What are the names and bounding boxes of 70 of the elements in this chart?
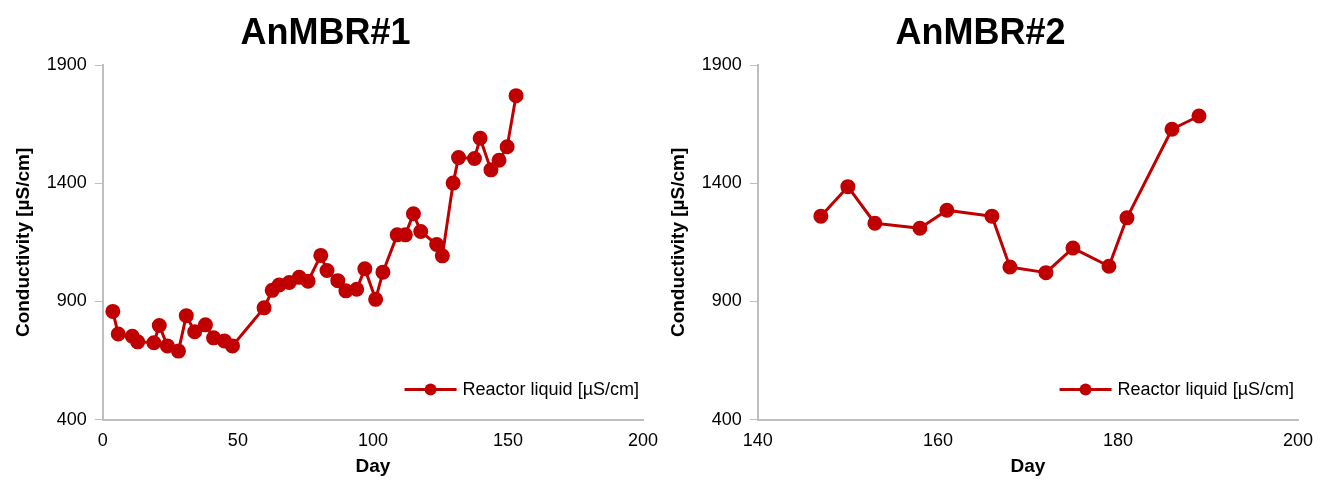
point: [445, 175, 461, 191]
point: [451, 150, 467, 166]
point: [1002, 259, 1018, 275]
y-axis-title: Conductivity [µS/cm]: [11, 147, 33, 338]
point: [170, 343, 186, 359]
point: [939, 202, 955, 218]
point: [224, 338, 240, 354]
point: [1164, 121, 1180, 137]
point: [330, 273, 346, 289]
point: [110, 326, 126, 342]
x-tick-label: 140: [742, 430, 773, 451]
point: [319, 263, 335, 279]
point: [1065, 240, 1081, 256]
point: [483, 162, 499, 178]
point: [867, 215, 883, 231]
x-tick-label: 200: [1282, 430, 1314, 451]
point: [405, 206, 421, 222]
y-tick-label: 1400: [46, 172, 87, 193]
point: [197, 317, 213, 333]
legend-label: Reactor liquid [µS/cm]: [1117, 378, 1295, 399]
chart-title: AnMBR#2: [895, 10, 1066, 52]
x-tick-label: 180: [1102, 430, 1133, 451]
y-tick-label: 900: [56, 290, 87, 311]
point: [413, 224, 429, 240]
point: [256, 300, 272, 316]
y-tick-label: 400: [711, 408, 742, 429]
point: [105, 303, 121, 319]
y-axis-title: Conductivity [µS/cm]: [666, 147, 688, 338]
point: [130, 334, 146, 350]
point: [375, 264, 391, 280]
point: [313, 247, 329, 263]
x-tick-label: 160: [922, 430, 953, 451]
y-tick-label: 900: [711, 290, 742, 311]
point: [187, 324, 203, 340]
point: [499, 139, 515, 155]
y-tick-label: 1900: [46, 54, 87, 75]
point: [1191, 108, 1207, 124]
x-tick-label: 50: [227, 430, 248, 451]
point: [368, 291, 384, 307]
point: [472, 130, 488, 146]
point: [434, 248, 450, 264]
x-tick-label: 150: [492, 430, 523, 451]
y-tick-label: 400: [56, 408, 87, 429]
x-axis-title: Day: [355, 454, 391, 476]
point: [300, 273, 316, 289]
point: [840, 179, 856, 195]
point: [508, 88, 524, 104]
x-axis-title: Day: [1010, 454, 1046, 476]
point: [151, 318, 167, 334]
point: [357, 261, 373, 277]
y-tick-label: 1900: [701, 54, 742, 75]
point: [146, 335, 162, 351]
point: [466, 151, 482, 167]
chart-title: AnMBR#1: [240, 10, 411, 52]
point: [429, 237, 445, 253]
y-tick-label: 1400: [701, 172, 742, 193]
point: [178, 308, 194, 324]
x-tick-label: 200: [627, 430, 659, 451]
point: [912, 220, 928, 236]
point: [349, 281, 365, 297]
x-tick-label: 100: [357, 430, 388, 451]
point: [813, 208, 829, 224]
point: [159, 338, 175, 354]
point: [984, 208, 1000, 224]
point: [1101, 258, 1117, 274]
point: [491, 152, 507, 168]
point: [1119, 210, 1135, 226]
point: [1038, 265, 1054, 281]
legend-label: Reactor liquid [µS/cm]: [462, 378, 640, 399]
x-tick-label: 0: [97, 430, 108, 451]
